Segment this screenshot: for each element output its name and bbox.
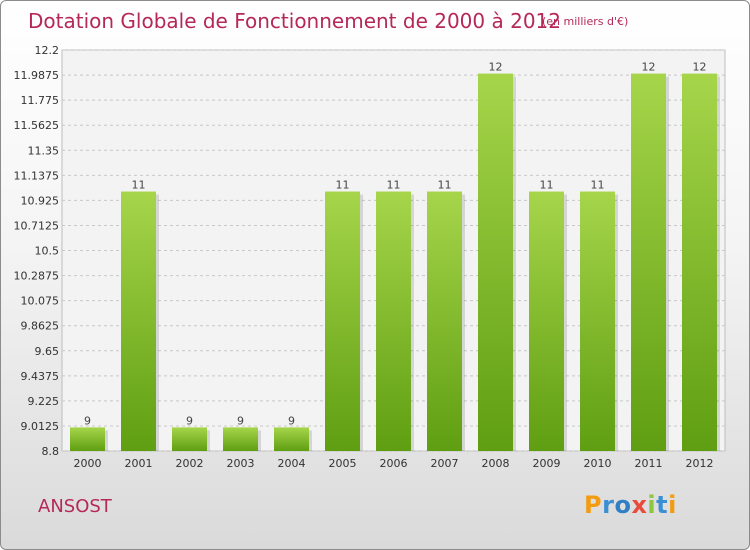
y-tick-label: 11.35 (28, 144, 60, 157)
bar-value-label: 9 (237, 414, 244, 427)
bar (121, 191, 156, 451)
y-tick-label: 9.8625 (21, 320, 60, 333)
x-tick-label: 2004 (278, 457, 306, 470)
logo-letter: r (602, 491, 615, 519)
bar (325, 191, 360, 451)
y-tick-label: 10.925 (21, 194, 60, 207)
bar-value-label: 9 (84, 414, 91, 427)
y-tick-label: 11.775 (21, 94, 60, 107)
bar (274, 427, 309, 451)
logo-letter: t (656, 491, 669, 519)
y-tick-label: 9.0125 (21, 420, 60, 433)
logo-letter: P (584, 491, 603, 519)
bar-value-label: 11 (336, 179, 350, 192)
bar (631, 73, 666, 452)
x-tick-label: 2005 (329, 457, 357, 470)
y-tick-label: 8.8 (42, 445, 60, 458)
bar (376, 191, 411, 451)
y-tick-label: 10.7125 (14, 219, 60, 232)
logo-letter: x (631, 491, 648, 519)
x-tick-label: 2008 (482, 457, 510, 470)
x-tick-label: 2003 (227, 457, 255, 470)
y-tick-label: 11.5625 (14, 119, 60, 132)
chart-subtitle: (en milliers d'€) (542, 15, 629, 28)
bar-value-label: 12 (693, 61, 707, 74)
logo-letter: i (668, 491, 677, 519)
commune-name: ANSOST (38, 496, 112, 517)
logo-letter: o (614, 491, 632, 519)
x-tick-label: 2002 (176, 457, 204, 470)
bar (682, 73, 717, 452)
logo-letter: i (647, 491, 657, 519)
y-tick-label: 12.2 (35, 44, 60, 57)
bar-value-label: 11 (387, 179, 401, 192)
y-tick-label: 10.5 (35, 245, 60, 258)
x-tick-label: 2007 (431, 457, 459, 470)
x-tick-label: 2000 (74, 457, 102, 470)
x-tick-label: 2001 (125, 457, 153, 470)
bar (223, 427, 258, 451)
bar-value-label: 11 (132, 179, 146, 192)
y-tick-label: 10.2875 (14, 270, 60, 283)
bar (529, 191, 564, 451)
proxiti-logo[interactable]: Proxiti (584, 491, 677, 519)
y-tick-label: 11.1375 (14, 169, 60, 182)
y-tick-label: 11.9875 (14, 69, 60, 82)
bar (580, 191, 615, 451)
bar-value-label: 12 (642, 61, 656, 74)
bar (427, 191, 462, 451)
y-tick-label: 9.225 (28, 395, 60, 408)
x-tick-label: 2012 (686, 457, 714, 470)
bar-value-label: 9 (288, 414, 295, 427)
y-tick-label: 9.4375 (21, 370, 60, 383)
x-tick-label: 2011 (635, 457, 663, 470)
x-tick-label: 2010 (584, 457, 612, 470)
bar-value-label: 9 (186, 414, 193, 427)
bar-value-label: 11 (591, 179, 605, 192)
bar (70, 427, 105, 451)
bar-value-label: 12 (489, 61, 503, 74)
y-tick-label: 9.65 (35, 345, 60, 358)
bar (478, 73, 513, 452)
bar-value-label: 11 (540, 179, 554, 192)
chart-title: Dotation Globale de Fonctionnement de 20… (28, 9, 561, 33)
y-tick-label: 10.075 (21, 295, 60, 308)
x-tick-label: 2006 (380, 457, 408, 470)
bar (172, 427, 207, 451)
bar-value-label: 11 (438, 179, 452, 192)
x-tick-label: 2009 (533, 457, 561, 470)
